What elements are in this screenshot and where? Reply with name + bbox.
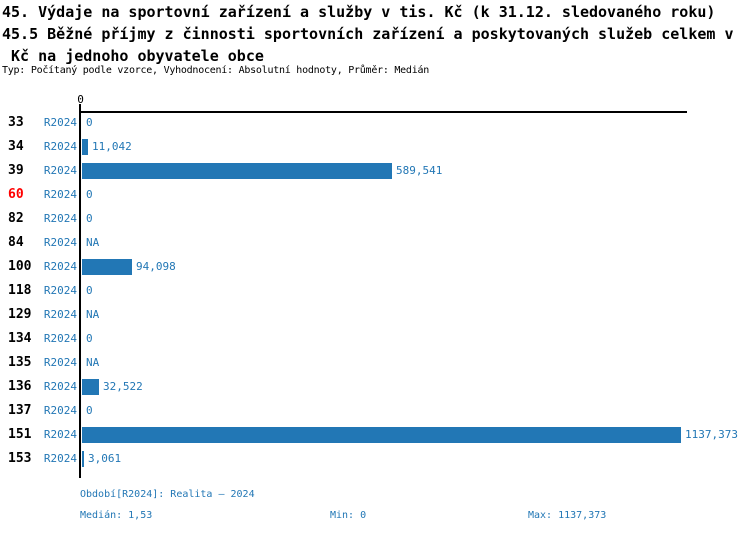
- chart-meta-line: Typ: Počítaný podle vzorce, Vyhodnocení:…: [2, 65, 430, 76]
- row-series-label: R2024: [43, 164, 77, 177]
- chart-row: 84 R2024 NA: [0, 231, 750, 255]
- value-label: 0: [86, 284, 93, 297]
- footer-period-label: Období[R2024]: Realita – 2024: [80, 489, 255, 500]
- row-number-label: 100: [8, 259, 32, 274]
- row-number-label: 153: [8, 451, 32, 466]
- value-label: 1137,373: [685, 428, 738, 441]
- row-number-label: 82: [8, 211, 24, 226]
- row-series-label: R2024: [43, 404, 77, 417]
- row-number-label: 39: [8, 163, 24, 178]
- chart-row: 33 R2024 0: [0, 111, 750, 135]
- value-label: 32,522: [103, 380, 143, 393]
- footer-min-value: Min: 0: [330, 510, 367, 521]
- chart-row: 134 R2024 0: [0, 327, 750, 351]
- value-label: 0: [86, 188, 93, 201]
- row-series-label: R2024: [43, 308, 77, 321]
- row-number-label: 151: [8, 427, 32, 442]
- row-series-label: R2024: [43, 380, 77, 393]
- row-series-label: R2024: [43, 356, 77, 369]
- value-label: NA: [86, 308, 100, 321]
- chart-row: 137 R2024 0: [0, 399, 750, 423]
- chart-row: 60 R2024 0: [0, 183, 750, 207]
- chart-row: 136 R2024 32,522: [0, 375, 750, 399]
- row-series-label: R2024: [43, 452, 77, 465]
- value-bar: [82, 139, 88, 155]
- chart-row: 151 R2024 1137,373: [0, 423, 750, 447]
- value-label: 0: [86, 212, 93, 225]
- chart-title-line-3: Kč na jednoho obyvatele obce: [2, 47, 264, 65]
- row-number-label: 118: [8, 283, 32, 298]
- chart-rows: 33 R2024 0 34 R2024 11,042 39 R2024 589,541 60 R20…: [0, 111, 750, 471]
- chart-row: 153 R2024 3,061: [0, 447, 750, 471]
- value-bar: [82, 259, 132, 275]
- row-series-label: R2024: [43, 332, 77, 345]
- row-series-label: R2024: [43, 140, 77, 153]
- value-bar: [82, 451, 84, 467]
- chart-row: 100 R2024 94,098: [0, 255, 750, 279]
- chart-title-line-2: 45.5 Běžné příjmy z činnosti sportovních…: [2, 25, 734, 43]
- value-label: 94,098: [136, 260, 176, 273]
- chart-row: 135 R2024 NA: [0, 351, 750, 375]
- row-number-label: 84: [8, 235, 24, 250]
- x-axis-line: [79, 111, 687, 113]
- chart-row: 118 R2024 0: [0, 279, 750, 303]
- row-number-label: 33: [8, 115, 24, 130]
- row-series-label: R2024: [43, 284, 77, 297]
- row-number-label: 60: [8, 187, 24, 202]
- chart-row: 129 R2024 NA: [0, 303, 750, 327]
- chart-row: 82 R2024 0: [0, 207, 750, 231]
- row-number-label: 134: [8, 331, 32, 346]
- x-axis-tick-label: 0: [77, 93, 84, 106]
- row-number-label: 137: [8, 403, 32, 418]
- y-axis-line: [79, 104, 81, 478]
- value-label: 11,042: [92, 140, 132, 153]
- row-series-label: R2024: [43, 188, 77, 201]
- row-series-label: R2024: [43, 116, 77, 129]
- chart-row: 39 R2024 589,541: [0, 159, 750, 183]
- row-number-label: 129: [8, 307, 32, 322]
- row-series-label: R2024: [43, 212, 77, 225]
- value-label: 0: [86, 116, 93, 129]
- chart-title-line-1: 45. Výdaje na sportovní zařízení a služb…: [2, 3, 716, 21]
- value-label: NA: [86, 356, 100, 369]
- value-bar: [82, 163, 392, 179]
- footer-median-value: Medián: 1,53: [80, 510, 153, 521]
- value-label: 589,541: [396, 164, 443, 177]
- value-bar: [82, 427, 681, 443]
- row-series-label: R2024: [43, 236, 77, 249]
- value-label: NA: [86, 236, 100, 249]
- value-label: 3,061: [88, 452, 122, 465]
- value-label: 0: [86, 332, 93, 345]
- value-label: 0: [86, 404, 93, 417]
- row-series-label: R2024: [43, 260, 77, 273]
- value-bar: [82, 379, 99, 395]
- row-number-label: 136: [8, 379, 32, 394]
- chart-row: 34 R2024 11,042: [0, 135, 750, 159]
- row-number-label: 34: [8, 139, 24, 154]
- row-number-label: 135: [8, 355, 32, 370]
- row-series-label: R2024: [43, 428, 77, 441]
- footer-max-value: Max: 1137,373: [528, 510, 607, 521]
